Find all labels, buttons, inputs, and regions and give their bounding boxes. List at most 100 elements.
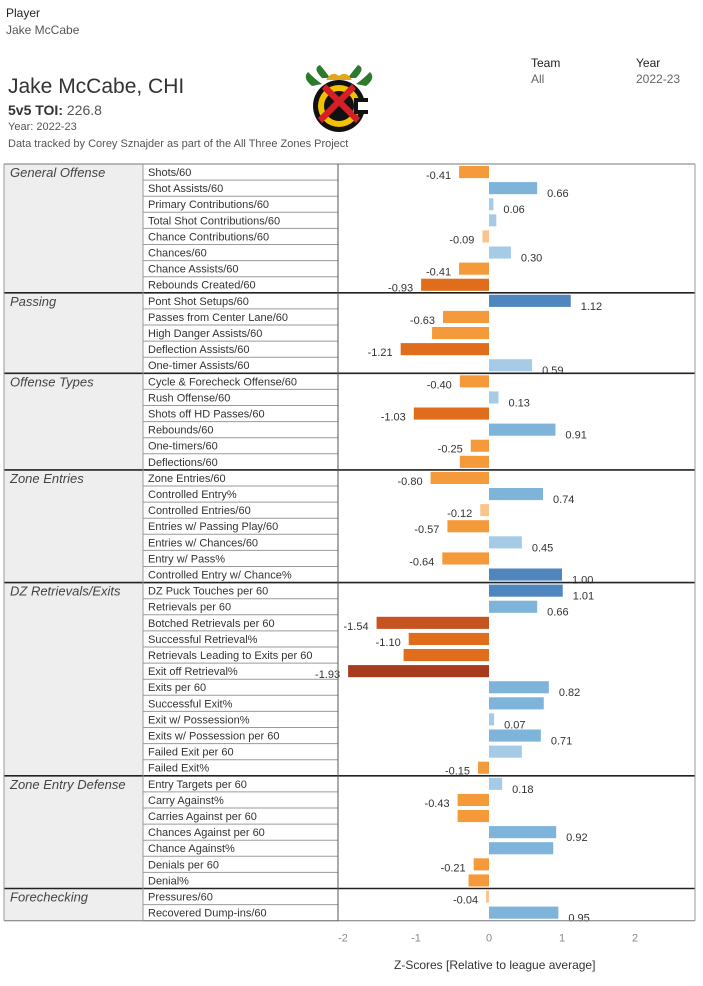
team-filter-value[interactable]: All <box>531 72 545 86</box>
bar <box>348 665 489 678</box>
value-label: 0.92 <box>566 832 587 844</box>
x-tick-label: -2 <box>338 933 348 945</box>
bar <box>459 262 489 275</box>
bar <box>430 471 489 484</box>
value-label: -1.54 <box>344 621 369 633</box>
group-title: Forechecking <box>10 890 89 905</box>
value-label: -1.10 <box>376 637 401 649</box>
bar <box>403 649 489 662</box>
value-label: -0.04 <box>453 895 478 907</box>
bar <box>376 616 489 629</box>
bar <box>478 761 489 774</box>
metric-label: Deflections/60 <box>148 457 218 469</box>
group-background <box>4 888 143 921</box>
x-axis-title: Z-Scores [Relative to league average] <box>394 958 596 972</box>
value-label: -0.25 <box>438 444 463 456</box>
metric-label: One-timers/60 <box>148 441 218 453</box>
bar <box>489 294 571 307</box>
value-label: -0.12 <box>447 508 472 520</box>
value-label: -0.80 <box>398 476 423 488</box>
bar <box>489 198 494 211</box>
value-label: 0.74 <box>553 494 574 506</box>
bar <box>489 681 549 694</box>
bar <box>470 439 489 452</box>
metric-label: Recovered Dump-ins/60 <box>148 908 267 920</box>
value-label: 0.06 <box>503 204 524 216</box>
value-label: -0.09 <box>449 234 474 246</box>
data-credit: Data tracked by Corey Sznajder as part o… <box>8 138 349 150</box>
player-title: Jake McCabe, CHI <box>8 75 185 98</box>
metric-label: Failed Exit% <box>148 763 209 775</box>
value-label: -1.93 <box>315 669 340 681</box>
value-label: 0.07 <box>504 719 525 731</box>
metric-label: Entries w/ Chances/60 <box>148 537 258 549</box>
metric-label: Shot Assists/60 <box>148 183 223 195</box>
value-label: -0.40 <box>427 379 452 391</box>
bar <box>473 858 489 871</box>
metric-label: Pont Shot Setups/60 <box>148 296 249 308</box>
value-label: -0.41 <box>426 170 451 182</box>
x-tick-label: 2 <box>632 933 638 945</box>
value-label: -0.15 <box>445 766 470 778</box>
metric-label: Successful Retrieval% <box>148 634 258 646</box>
bar <box>459 166 489 179</box>
metric-label: Controlled Entries/60 <box>148 505 251 517</box>
metric-label: Denial% <box>148 875 189 887</box>
x-tick-label: 0 <box>486 933 492 945</box>
bar <box>489 536 522 549</box>
bar <box>489 777 503 790</box>
value-label: 0.18 <box>512 784 533 796</box>
player-filter-label: Player <box>6 6 41 20</box>
metric-label: Entry Targets per 60 <box>148 779 247 791</box>
toi-label: 5v5 TOI: <box>8 102 63 118</box>
metric-label: Chance Assists/60 <box>148 264 239 276</box>
value-label: 0.71 <box>551 736 572 748</box>
value-label: -0.93 <box>388 283 413 295</box>
value-label: 0.91 <box>565 430 586 442</box>
metric-label: DZ Puck Touches per 60 <box>148 586 268 598</box>
bar <box>489 182 538 195</box>
metric-label: High Danger Assists/60 <box>148 328 262 340</box>
bar <box>489 246 511 259</box>
player-filter-value[interactable]: Jake McCabe <box>6 23 80 37</box>
value-label: 1.01 <box>573 591 594 603</box>
group-background <box>4 469 143 583</box>
bar <box>480 504 489 517</box>
metric-label: Retrievals Leading to Exits per 60 <box>148 650 312 662</box>
metric-label: Carry Against% <box>148 795 224 807</box>
metric-label: Rebounds Created/60 <box>148 280 256 292</box>
metric-label: Chance Against% <box>148 843 235 855</box>
bar <box>457 810 489 823</box>
bar <box>459 455 489 468</box>
bar <box>489 584 563 597</box>
bar <box>482 230 489 243</box>
team-filter-label: Team <box>531 56 561 70</box>
group-title: Zone Entries <box>9 471 84 486</box>
metric-label: Total Shot Contributions/60 <box>148 215 280 227</box>
metric-label: Controlled Entry% <box>148 489 237 501</box>
year-filter-label: Year <box>636 56 661 70</box>
group-background <box>4 164 143 293</box>
bar <box>459 375 489 388</box>
metric-label: Failed Exit per 60 <box>148 747 234 759</box>
group-title: Passing <box>10 294 57 309</box>
metric-label: Exits w/ Possession per 60 <box>148 731 279 743</box>
year-filter-value[interactable]: 2022-23 <box>636 72 681 86</box>
value-label: 0.95 <box>568 913 589 925</box>
value-label: -0.21 <box>441 862 466 874</box>
bar <box>442 552 489 565</box>
value-label: -0.41 <box>426 267 451 279</box>
group-title: General Offense <box>10 165 105 180</box>
metric-label: Exits per 60 <box>148 682 206 694</box>
toi-value: 226.8 <box>66 102 102 118</box>
value-label: 0.59 <box>542 365 563 377</box>
metric-label: Exit off Retrieval% <box>148 666 238 678</box>
toi-line: 5v5 TOI: 226.8 <box>8 102 102 118</box>
metric-label: Rebounds/60 <box>148 425 213 437</box>
bar <box>457 793 489 806</box>
blackhawks-logo-icon <box>305 65 373 132</box>
value-label: 1.00 <box>572 575 593 587</box>
metric-label: Pressures/60 <box>148 892 213 904</box>
value-label: -1.21 <box>368 347 393 359</box>
value-label: 0.13 <box>508 397 529 409</box>
